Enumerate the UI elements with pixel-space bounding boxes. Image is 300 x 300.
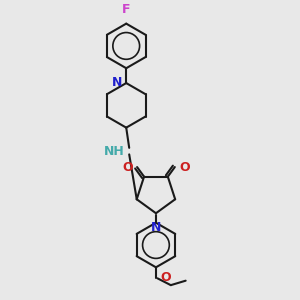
Text: O: O xyxy=(122,160,133,174)
Text: O: O xyxy=(179,160,190,174)
Text: F: F xyxy=(122,3,130,16)
Text: O: O xyxy=(160,271,171,284)
Text: NH: NH xyxy=(104,145,125,158)
Text: N: N xyxy=(112,76,123,89)
Text: N: N xyxy=(151,221,161,234)
